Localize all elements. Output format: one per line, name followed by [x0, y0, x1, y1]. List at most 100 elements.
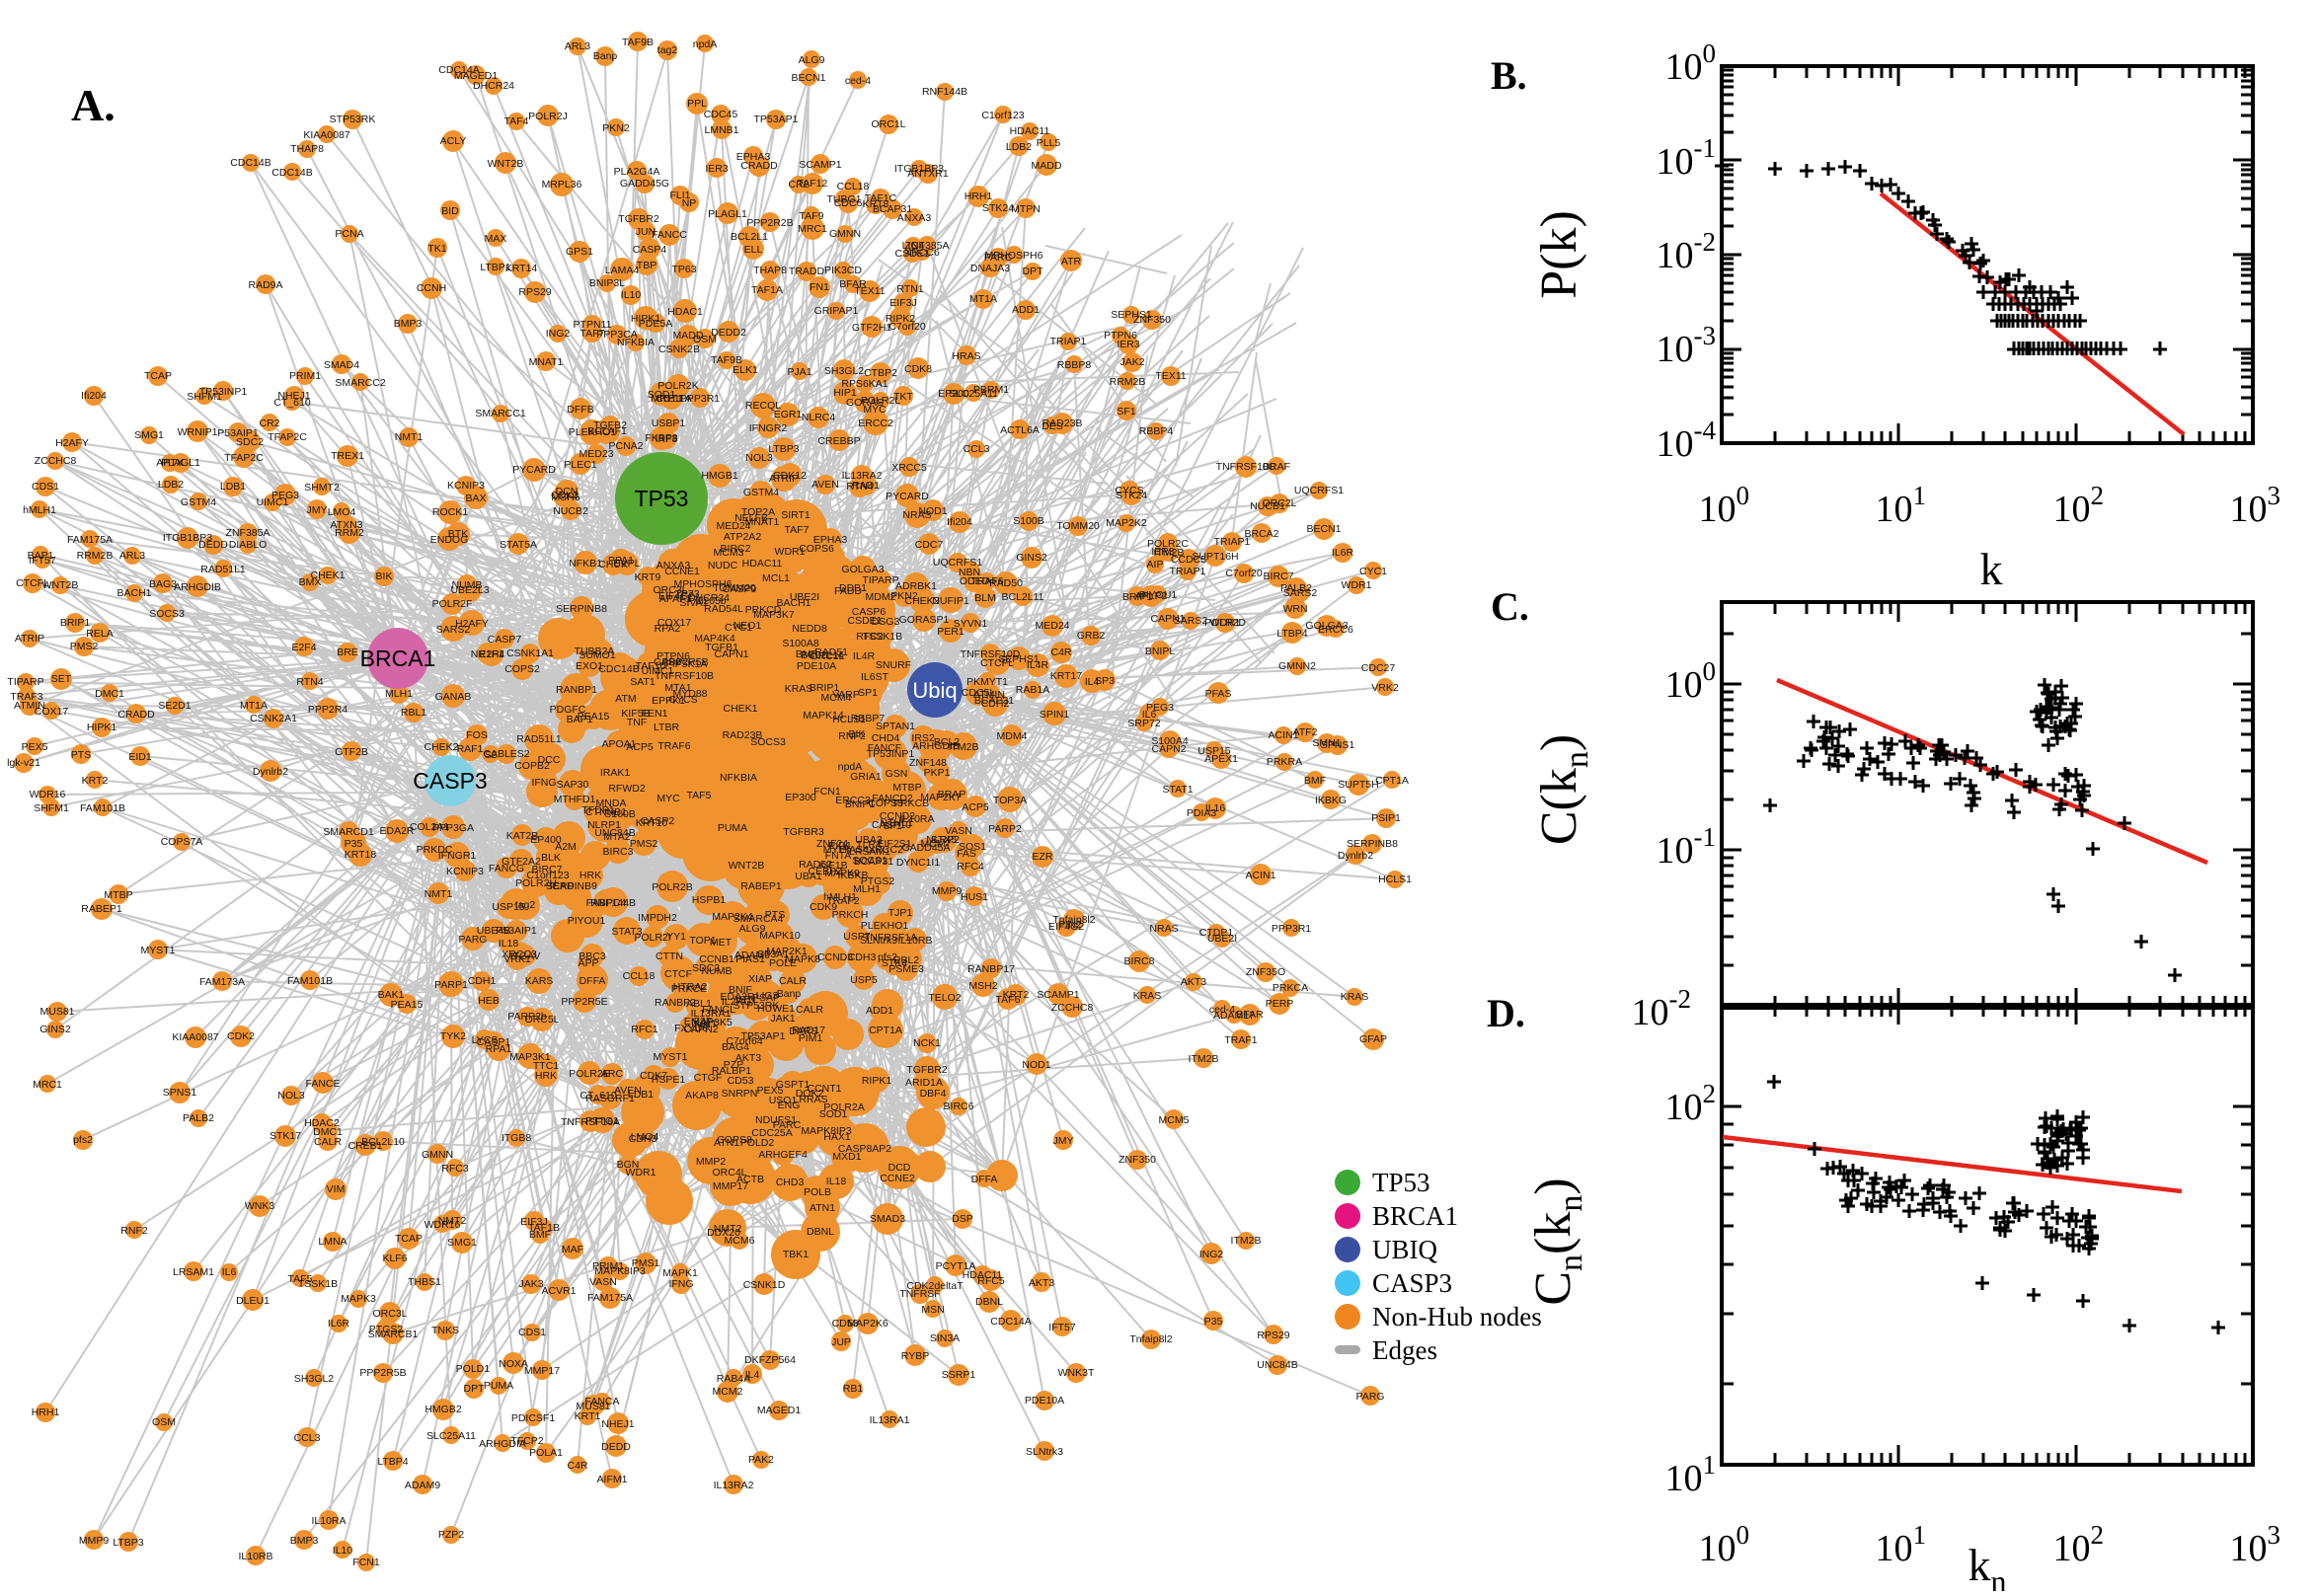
svg-text:GOLGA3: GOLGA3: [841, 564, 884, 575]
svg-text:TAF9B: TAF9B: [711, 354, 742, 366]
svg-text:ACIN1: ACIN1: [1246, 870, 1276, 881]
svg-text:NMT1: NMT1: [395, 431, 424, 443]
svg-text:BCL2L1: BCL2L1: [731, 231, 768, 243]
svg-text:CHEK1: CHEK1: [310, 570, 345, 581]
svg-text:CSNK1D: CSNK1D: [743, 1279, 786, 1291]
svg-text:JUP: JUP: [831, 1336, 851, 1348]
svg-text:GSN: GSN: [886, 768, 908, 780]
svg-text:NUDC: NUDC: [708, 560, 738, 571]
svg-text:WNK3: WNK3: [245, 1200, 274, 1212]
svg-text:TAF9B: TAF9B: [622, 37, 654, 48]
svg-text:HMGB2: HMGB2: [425, 1404, 462, 1415]
svg-text:LTBP3: LTBP3: [768, 443, 799, 455]
svg-text:TKT: TKT: [893, 391, 913, 403]
svg-text:CDC7: CDC7: [915, 539, 944, 551]
svg-text:SH3GL2: SH3GL2: [824, 365, 864, 377]
svg-text:BLK: BLK: [541, 852, 561, 864]
svg-text:DARS: DARS: [789, 1026, 817, 1037]
svg-text:hMLH1: hMLH1: [23, 504, 56, 516]
svg-text:IL10: IL10: [621, 289, 642, 301]
svg-text:PIYOU1: PIYOU1: [568, 915, 606, 927]
svg-text:SIRT1: SIRT1: [781, 509, 811, 521]
svg-text:LDB2: LDB2: [158, 479, 184, 491]
svg-text:PRKDC: PRKDC: [417, 844, 453, 856]
svg-text:CDH3: CDH3: [848, 951, 877, 963]
svg-text:STK17: STK17: [270, 1130, 301, 1142]
svg-text:TBK1: TBK1: [783, 1249, 809, 1260]
svg-text:E2F4: E2F4: [291, 642, 316, 653]
svg-text:RAD51L1: RAD51L1: [200, 564, 246, 575]
svg-text:DFFB: DFFB: [567, 404, 593, 416]
svg-text:PTS: PTS: [71, 749, 91, 761]
svg-text:SMARCC2: SMARCC2: [335, 377, 386, 389]
svg-text:E2F1: E2F1: [479, 648, 503, 660]
svg-text:HRAS: HRAS: [952, 350, 980, 362]
svg-text:RABEP1: RABEP1: [740, 880, 782, 892]
svg-text:CASP10: CASP10: [872, 819, 911, 831]
svg-text:NOD1: NOD1: [918, 505, 947, 517]
svg-text:MRE11A: MRE11A: [651, 393, 691, 405]
svg-text:KRAS: KRAS: [1341, 991, 1369, 1003]
svg-text:SUPT16H: SUPT16H: [1192, 551, 1238, 563]
svg-text:A.: A.: [71, 80, 116, 130]
svg-text:BRCA1: BRCA1: [1372, 1201, 1458, 1231]
svg-text:lgk-v21: lgk-v21: [7, 757, 40, 769]
svg-text:USP15: USP15: [1197, 745, 1230, 757]
svg-text:CDC14B: CDC14B: [230, 157, 270, 169]
svg-text:BCL2L11: BCL2L11: [1001, 591, 1043, 603]
svg-text:ITGB1BP3: ITGB1BP3: [163, 532, 212, 544]
svg-text:P53AIP1: P53AIP1: [217, 427, 259, 439]
svg-text:GANAB: GANAB: [435, 691, 472, 703]
svg-text:NLRC4: NLRC4: [802, 412, 836, 423]
svg-text:SIN3A: SIN3A: [930, 1332, 960, 1344]
svg-text:k: k: [1980, 544, 2003, 594]
svg-text:CASP2: CASP2: [641, 815, 675, 827]
svg-text:TP53: TP53: [1372, 1168, 1430, 1197]
svg-text:PCNA2: PCNA2: [608, 440, 643, 452]
svg-text:TAF1C: TAF1C: [865, 192, 897, 204]
svg-text:MSH2: MSH2: [968, 980, 997, 992]
svg-text:CYCS: CYCS: [1115, 485, 1143, 496]
svg-text:EPHA3: EPHA3: [813, 534, 848, 546]
svg-text:IL6ST: IL6ST: [861, 671, 889, 683]
svg-text:BMP3: BMP3: [394, 318, 423, 330]
svg-text:HDAC1: HDAC1: [667, 306, 703, 318]
svg-text:IMPDH2: IMPDH2: [638, 912, 677, 924]
svg-text:EIF3J: EIF3J: [889, 297, 916, 309]
svg-text:SERPINB8: SERPINB8: [556, 603, 607, 615]
svg-text:LMNA: LMNA: [318, 1236, 347, 1248]
svg-text:WNT2B: WNT2B: [729, 860, 765, 872]
svg-text:RBBP4: RBBP4: [1139, 425, 1174, 437]
svg-text:CASP3: CASP3: [413, 768, 487, 794]
svg-text:RYBP: RYBP: [901, 1350, 929, 1362]
svg-text:EP400: EP400: [530, 834, 562, 846]
svg-text:PRKCE: PRKCE: [671, 983, 707, 995]
svg-text:NCK1: NCK1: [913, 1037, 941, 1049]
svg-text:BAK1: BAK1: [378, 989, 405, 1001]
svg-text:NRAS: NRAS: [1149, 923, 1178, 935]
svg-text:RELA: RELA: [86, 628, 113, 640]
svg-text:ZNF350: ZNF350: [1119, 1154, 1156, 1166]
svg-text:KIF1B: KIF1B: [818, 860, 847, 872]
svg-text:RFC3: RFC3: [441, 1163, 469, 1175]
svg-text:BRIP1: BRIP1: [60, 617, 91, 629]
svg-text:CSNK1A1: CSNK1A1: [506, 647, 554, 659]
svg-text:SERPINB8: SERPINB8: [1347, 838, 1398, 850]
svg-text:MAP4K4: MAP4K4: [694, 633, 735, 645]
svg-text:CR2: CR2: [259, 418, 279, 429]
svg-text:CD53: CD53: [832, 1318, 859, 1330]
svg-text:BTK: BTK: [448, 528, 468, 540]
svg-text:TFCP2: TFCP2: [510, 1435, 543, 1447]
svg-text:ACP5: ACP5: [962, 801, 989, 813]
svg-text:CCNE1: CCNE1: [664, 566, 700, 577]
svg-text:LAMA4: LAMA4: [605, 265, 640, 276]
svg-text:PTPN6: PTPN6: [656, 650, 690, 662]
svg-text:PMS2: PMS2: [630, 838, 658, 850]
svg-text:KRT9: KRT9: [635, 571, 661, 583]
svg-text:SMAD3: SMAD3: [870, 1213, 905, 1225]
svg-text:CHEK1: CHEK1: [723, 703, 757, 715]
svg-text:GMNN: GMNN: [829, 228, 861, 240]
svg-text:TGFBR3: TGFBR3: [783, 826, 824, 838]
svg-text:ORC1L: ORC1L: [810, 650, 844, 662]
svg-text:IER3: IER3: [705, 163, 729, 175]
